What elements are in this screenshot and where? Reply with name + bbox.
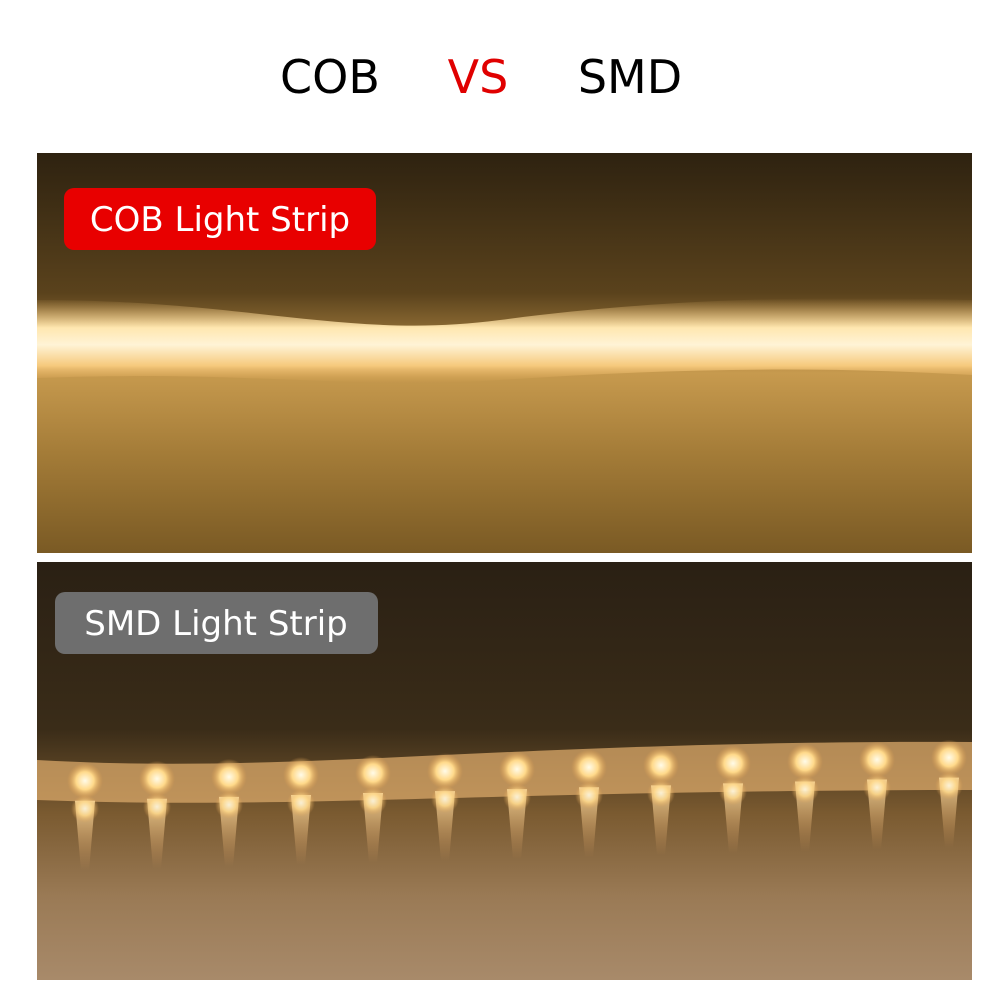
led-reflection [503,783,531,812]
led-reflection [287,788,315,817]
led-glow [643,747,679,784]
led-glow [355,755,391,792]
led-glow [715,745,751,782]
led-glow [931,739,967,776]
led-glow [67,762,103,799]
led-glow [427,753,463,790]
cob-photo: COB Light Strip [37,153,972,553]
led-glow [139,760,175,797]
led-reflection [935,771,963,800]
led-reflection [431,785,459,814]
led-reflection [863,773,891,802]
led-glow [211,758,247,795]
led-reflection [143,792,171,821]
led-reflection [575,781,603,810]
led-reflection [719,777,747,806]
led-reflection [791,775,819,804]
led-glow [787,743,823,780]
led-reflection [71,794,99,823]
led-glow [499,751,535,788]
led-reflection [215,790,243,819]
led-glow [859,741,895,778]
led-reflection [647,779,675,808]
led-glow [571,749,607,786]
cob-label-box [64,188,376,250]
smd-photo: SMD Light Strip [37,562,972,980]
led-reflection [359,787,387,816]
header-right: SMD [578,50,682,104]
led-glow [283,756,319,793]
cob-label: COB Light Strip [90,200,350,240]
cob-strip [37,298,972,383]
header-middle: VS [448,50,509,104]
smd-label: SMD Light Strip [84,604,347,644]
smd-label-box [55,592,378,654]
header-left: COB [280,50,380,104]
